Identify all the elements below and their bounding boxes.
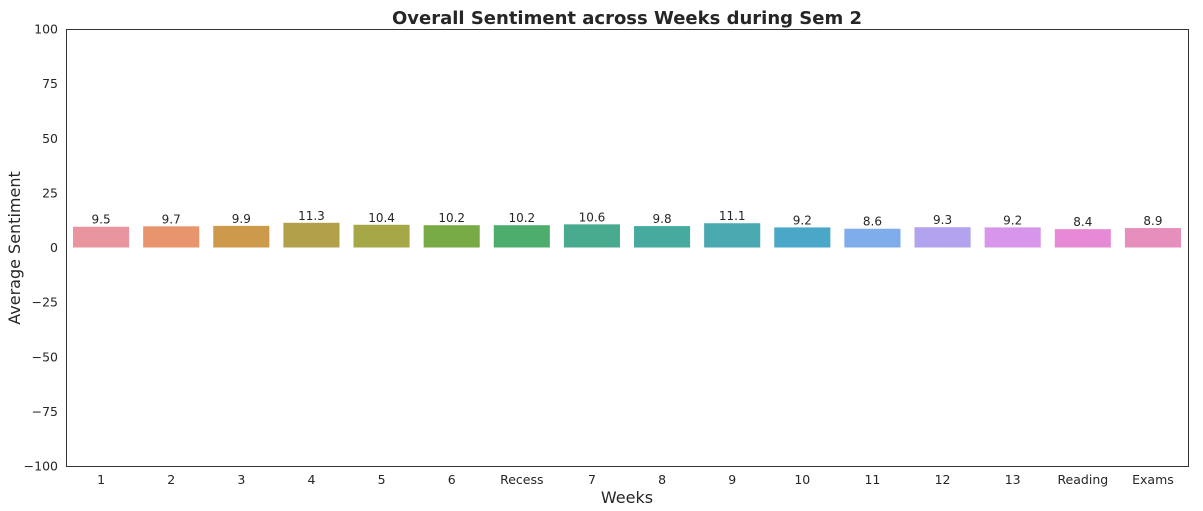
x-tick-label: 5 bbox=[378, 472, 386, 487]
bar-value-label: 9.9 bbox=[232, 212, 251, 226]
bar-value-label: 9.8 bbox=[653, 212, 672, 226]
y-tick-label: −100 bbox=[24, 459, 58, 474]
x-tick-label: 10 bbox=[794, 472, 810, 487]
bar-value-label: 9.2 bbox=[793, 213, 812, 227]
bar-value-label: 8.6 bbox=[863, 215, 882, 229]
x-axis-label: Weeks bbox=[601, 488, 653, 507]
bar-value-label: 9.7 bbox=[162, 212, 181, 226]
bar bbox=[984, 227, 1041, 248]
x-tick-label: Recess bbox=[500, 472, 543, 487]
bar-value-label: 11.1 bbox=[719, 209, 746, 223]
bar bbox=[283, 222, 340, 248]
bar-value-label: 10.2 bbox=[508, 211, 535, 225]
x-tick-label: 8 bbox=[658, 472, 666, 487]
x-tick-label: 7 bbox=[588, 472, 596, 487]
bar bbox=[423, 225, 480, 248]
bar bbox=[353, 224, 410, 248]
bar-value-label: 10.4 bbox=[368, 211, 395, 225]
bar bbox=[1124, 228, 1181, 248]
x-tick-label: 12 bbox=[935, 472, 951, 487]
bar-value-label: 9.3 bbox=[933, 213, 952, 227]
bar-value-label: 9.5 bbox=[92, 213, 111, 227]
plot-frame bbox=[66, 29, 1189, 467]
bar bbox=[774, 227, 831, 248]
y-tick-label: −25 bbox=[32, 295, 58, 310]
bar bbox=[914, 227, 971, 248]
bar bbox=[73, 226, 130, 248]
x-tick-label: 3 bbox=[237, 472, 245, 487]
bar bbox=[493, 225, 550, 248]
bar bbox=[143, 226, 200, 248]
bar-value-label: 10.6 bbox=[579, 210, 606, 224]
bar-value-label: 8.9 bbox=[1143, 214, 1162, 228]
chart-title: Overall Sentiment across Weeks during Se… bbox=[392, 8, 862, 29]
bar bbox=[213, 225, 270, 248]
bar-value-label: 8.4 bbox=[1073, 215, 1092, 229]
x-tick-label: 1 bbox=[97, 472, 105, 487]
x-tick-label: 13 bbox=[1005, 472, 1021, 487]
y-tick-label: 0 bbox=[50, 240, 58, 255]
bar-value-label: 11.3 bbox=[298, 209, 325, 223]
bar bbox=[704, 223, 761, 248]
x-tick-label: 4 bbox=[307, 472, 315, 487]
y-tick-label: −50 bbox=[32, 349, 58, 364]
bar-value-label: 9.2 bbox=[1003, 213, 1022, 227]
y-tick-label: 25 bbox=[42, 185, 58, 200]
plot-area: 1007550250−25−50−75−1009.519.729.9311.34… bbox=[24, 22, 1181, 487]
bar bbox=[563, 224, 620, 248]
bar bbox=[1054, 229, 1111, 248]
bar bbox=[634, 226, 691, 248]
y-tick-label: −75 bbox=[32, 404, 58, 419]
x-tick-label: 9 bbox=[728, 472, 736, 487]
y-tick-label: 75 bbox=[42, 76, 58, 91]
y-axis-label: Average Sentiment bbox=[5, 171, 24, 325]
x-tick-label: 11 bbox=[864, 472, 880, 487]
x-tick-label: Exams bbox=[1132, 472, 1174, 487]
bar-value-label: 10.2 bbox=[438, 211, 465, 225]
y-tick-label: 50 bbox=[42, 131, 58, 146]
x-tick-label: Reading bbox=[1057, 472, 1108, 487]
x-tick-label: 2 bbox=[167, 472, 175, 487]
bar bbox=[844, 228, 901, 248]
x-tick-label: 6 bbox=[448, 472, 456, 487]
y-tick-label: 100 bbox=[34, 22, 58, 37]
